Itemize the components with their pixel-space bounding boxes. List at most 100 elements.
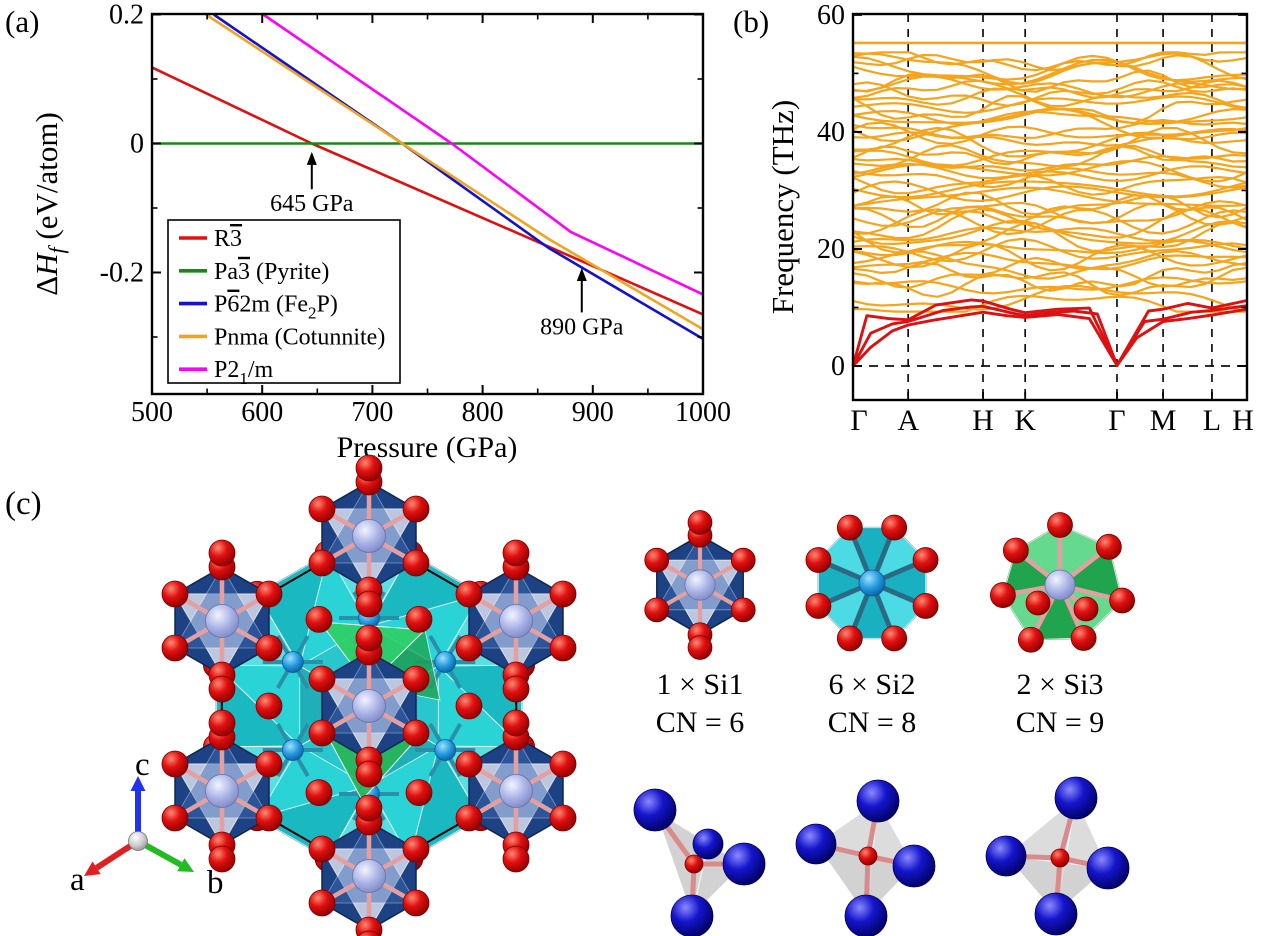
series-line-P-62m (Fe2P) xyxy=(212,13,704,341)
si2-center-atom xyxy=(858,569,886,597)
si1-center-atom xyxy=(684,569,716,601)
legend-label: P62m (Fe2P) xyxy=(214,292,338,323)
si1-center-atom xyxy=(499,604,533,638)
oxygen-atom xyxy=(1047,512,1073,538)
annotation-arrowhead xyxy=(306,151,317,165)
phonon-band-orange xyxy=(852,94,1248,125)
oxygen-atom xyxy=(730,547,756,573)
kpoint-label: K xyxy=(1014,404,1036,437)
kpoint-label: H xyxy=(1232,404,1254,437)
phonon-band-orange xyxy=(852,87,1248,109)
axis-a-label: a xyxy=(70,862,85,898)
oxygen-atom xyxy=(161,804,189,832)
oxygen-atom xyxy=(549,580,577,608)
phonon-band-orange xyxy=(852,191,1248,219)
oxygen-atom xyxy=(1025,590,1051,616)
phonon-band-orange xyxy=(852,207,1248,240)
oxygen-atom xyxy=(455,750,483,778)
si1-center-atom xyxy=(352,859,386,893)
oxygen-atom xyxy=(805,547,832,573)
oxygen-atom xyxy=(549,804,577,832)
oxygen-atom xyxy=(881,514,908,541)
phonon-band-orange xyxy=(852,52,1248,85)
oxygen-atom xyxy=(1002,537,1029,564)
oxygen-atom xyxy=(161,634,189,662)
oxygen-atom xyxy=(208,709,236,737)
phonon-band-acoustic xyxy=(851,307,1248,367)
silicon-atom-blue xyxy=(722,842,766,886)
phonon-band-orange xyxy=(852,51,1247,72)
oxygen-center-atom xyxy=(684,854,704,874)
oxygen-atom xyxy=(208,539,236,567)
kpoint-label: M xyxy=(1150,404,1177,437)
y-tick-label: 20 xyxy=(817,234,845,265)
oxygen-atom xyxy=(255,750,283,778)
oxygen-atom xyxy=(308,665,336,693)
oxygen-center-atom xyxy=(1050,848,1070,868)
phonon-band-orange xyxy=(852,237,1248,263)
phonon-band-orange xyxy=(852,186,1248,208)
y-tick-label: 0 xyxy=(130,129,144,160)
panel-c-label: (c) xyxy=(5,486,42,522)
phonon-band-orange xyxy=(852,284,1248,313)
silicon-atom-blue xyxy=(892,844,936,888)
phonon-band-orange xyxy=(852,95,1248,114)
oxygen-atom xyxy=(989,582,1016,608)
legend-label: Pnma (Cotunnite) xyxy=(214,324,385,350)
phonon-band-orange xyxy=(852,242,1248,272)
phonon-band-orange xyxy=(852,208,1248,236)
axes-triad xyxy=(84,776,194,876)
si1-center-atom xyxy=(352,519,386,553)
si2-polyhedron xyxy=(805,514,939,652)
oxygen-atom xyxy=(305,779,333,807)
phonon-band-orange xyxy=(852,79,1248,107)
oxygen-atom xyxy=(161,580,189,608)
legend-label: R3 xyxy=(214,226,242,252)
series-line-Pnma (Cotunnite) xyxy=(205,13,704,331)
oxygen-atom xyxy=(687,510,713,535)
annotation-text: 645 GPa xyxy=(270,191,354,217)
si1-center-atom xyxy=(205,604,239,638)
phonon-band-orange xyxy=(852,159,1248,183)
oxygen-atom xyxy=(405,779,433,807)
phonon-band-orange xyxy=(852,219,1248,245)
oxygen-atom xyxy=(836,625,863,652)
phonon-band-acoustic xyxy=(851,298,1248,367)
site-cn-label: CN = 9 xyxy=(1016,706,1105,739)
silicon-atom-blue xyxy=(985,835,1027,877)
phonon-band-orange xyxy=(852,194,1248,224)
si1-octahedron xyxy=(644,510,756,660)
si2-center-atom xyxy=(434,651,457,673)
si2-center-atom xyxy=(434,739,457,761)
silicon-atom-blue xyxy=(1034,892,1078,936)
oxygen-atom xyxy=(1109,587,1135,614)
oxygen-atom xyxy=(881,625,908,652)
oxygen-atom xyxy=(355,916,383,936)
oxygen-atom xyxy=(1073,596,1099,622)
si2-center-atom xyxy=(281,739,304,761)
oxygen-center-atom xyxy=(858,846,878,866)
si1-octahedron xyxy=(308,454,430,618)
phonon-band-orange xyxy=(852,58,1248,86)
kpoint-label: Γ xyxy=(1108,404,1125,437)
o-si4-tetrahedron xyxy=(985,776,1130,936)
phonon-band-acoustic xyxy=(851,304,1248,367)
oxygen-atom xyxy=(255,804,283,832)
oxygen-atom xyxy=(305,605,333,633)
x-tick-label: 500 xyxy=(131,397,173,428)
origin-atom xyxy=(128,831,148,851)
si1-octahedron xyxy=(161,709,283,873)
phonon-band-orange xyxy=(852,167,1248,189)
phonon-band-orange xyxy=(852,294,1247,313)
phonon-band-orange xyxy=(852,180,1248,199)
silicon-atom-blue xyxy=(856,779,900,823)
panel-a-ylabel: ΔHf (eV/atom) xyxy=(29,112,69,296)
phonon-band-orange xyxy=(852,266,1248,298)
axis-c-label: c xyxy=(135,747,150,783)
axis-arrowhead xyxy=(177,858,194,872)
axis-arrowhead xyxy=(130,776,146,791)
site-count-label: 6 × Si2 xyxy=(829,668,916,701)
oxygen-atom xyxy=(912,593,939,619)
phonon-band-orange xyxy=(852,174,1248,196)
